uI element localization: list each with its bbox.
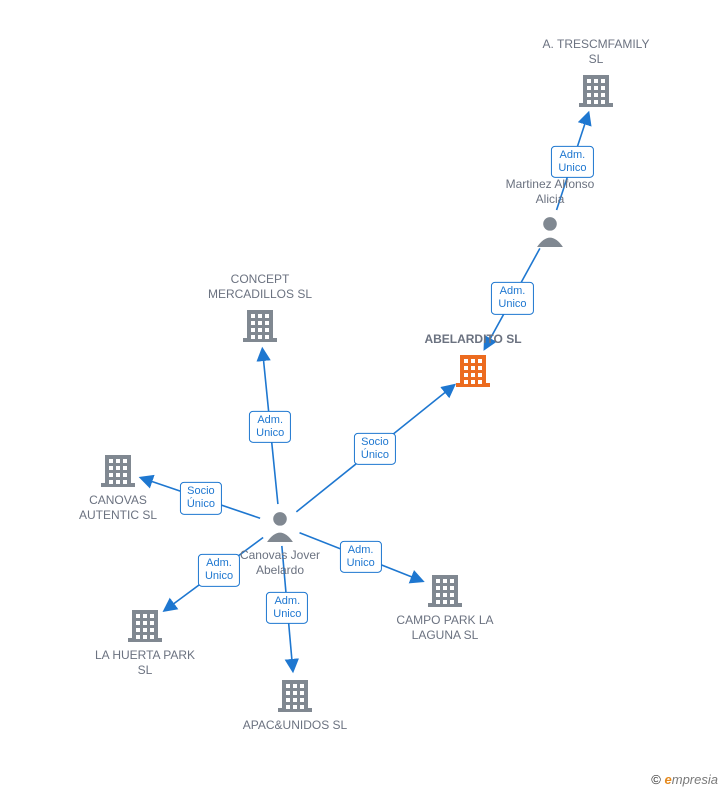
- node-label: A. TRESCMFAMILY SL: [541, 37, 651, 67]
- edge-label: SocioÚnico: [180, 482, 222, 514]
- node-label: CANOVAS AUTENTIC SL: [63, 493, 173, 523]
- node-label: Canovas Jover Abelardo: [225, 548, 335, 578]
- edge-label: Adm.Unico: [266, 592, 308, 624]
- edge-label: Adm.Unico: [249, 411, 291, 443]
- node-label: LA HUERTA PARK SL: [90, 648, 200, 678]
- person-icon: [267, 512, 293, 542]
- node-label: APAC&UNIDOS SL: [240, 718, 350, 733]
- building-icon: [579, 75, 613, 107]
- edge-label: SocioÚnico: [354, 433, 396, 465]
- copyright-symbol: ©: [651, 772, 661, 787]
- person-icon: [537, 217, 563, 247]
- building-icon: [128, 610, 162, 642]
- node-label: ABELARDITO SL: [418, 332, 528, 347]
- brand-rest: mpresia: [672, 772, 718, 787]
- brand-initial: e: [665, 772, 672, 787]
- node-label: Martinez Alfonso Alicia: [495, 177, 605, 207]
- building-icon: [456, 355, 490, 387]
- building-icon: [243, 310, 277, 342]
- node-label: CAMPO PARK LA LAGUNA SL: [390, 613, 500, 643]
- edge-label: Adm.Unico: [551, 146, 593, 178]
- copyright: © empresia: [651, 772, 718, 787]
- building-icon: [101, 455, 135, 487]
- building-icon: [428, 575, 462, 607]
- edge-label: Adm.Unico: [340, 541, 382, 573]
- edge-label: Adm.Unico: [491, 282, 533, 314]
- node-label: CONCEPT MERCADILLOS SL: [205, 272, 315, 302]
- building-icon: [278, 680, 312, 712]
